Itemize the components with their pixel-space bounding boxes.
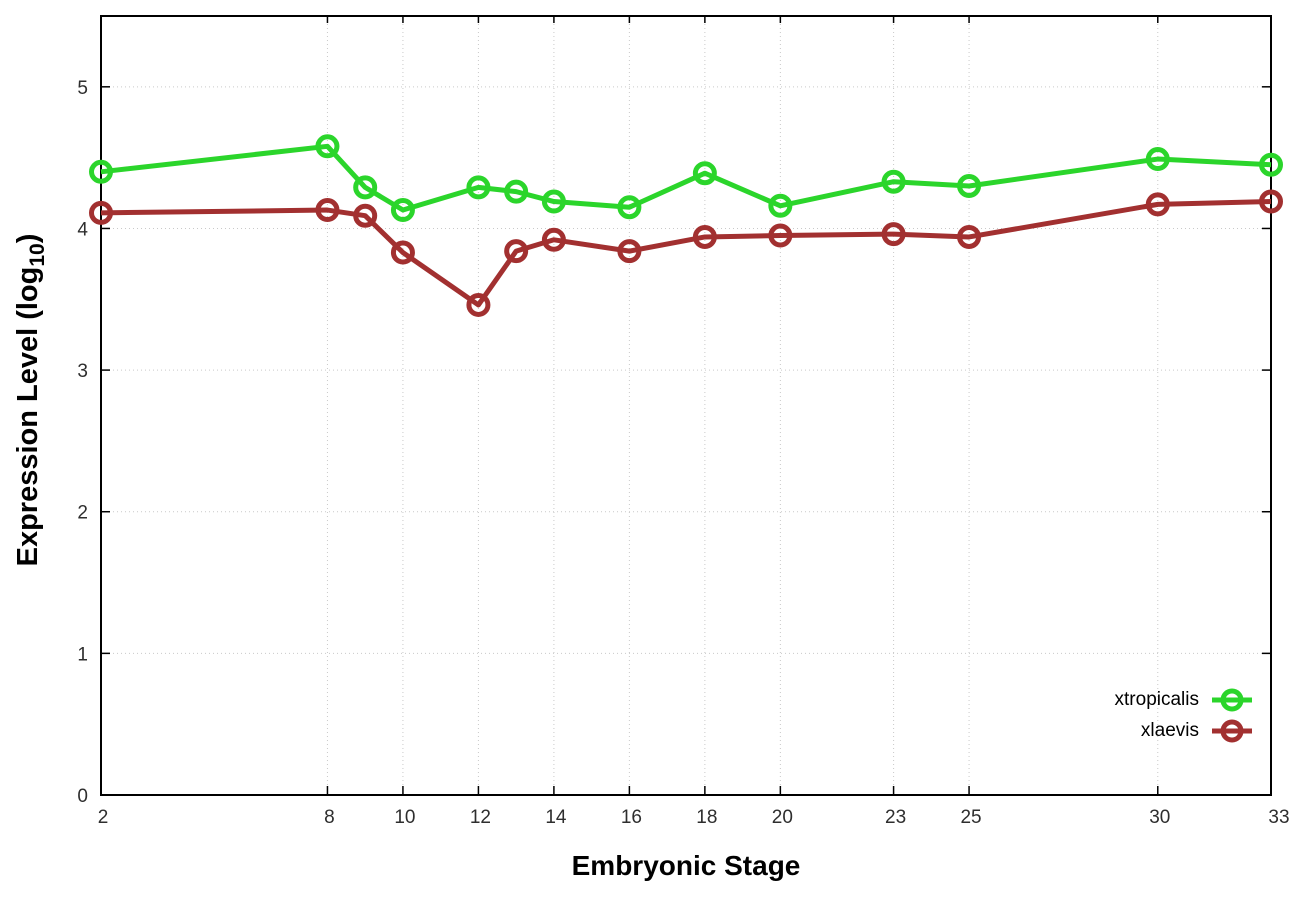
data-point-xtropicalis — [466, 175, 491, 200]
x-tick-label: 20 — [772, 807, 793, 828]
series-line-xlaevis — [100, 199, 1272, 308]
data-point-xtropicalis — [1145, 147, 1170, 172]
x-axis-title: Embryonic Stage — [571, 850, 801, 881]
data-point-xlaevis — [617, 239, 642, 264]
data-point-xlaevis — [89, 200, 113, 225]
legend-marker-xlaevis — [1212, 719, 1252, 742]
data-point-xlaevis — [466, 292, 491, 317]
data-point-xtropicalis — [617, 195, 642, 220]
x-tick-label: 12 — [470, 807, 491, 828]
x-tick-label: 10 — [394, 807, 415, 828]
data-point-xtropicalis — [504, 179, 529, 204]
data-point-xtropicalis — [881, 169, 906, 194]
x-tick-label: 16 — [621, 807, 642, 828]
y-tick-label: 2 — [77, 503, 88, 524]
legend-label-xtropicalis: xtropicalis — [1114, 688, 1199, 710]
data-point-xtropicalis — [1259, 152, 1283, 177]
y-tick-label: 4 — [77, 219, 88, 240]
legend-circle-sample — [1220, 688, 1244, 711]
x-tick-label: 18 — [696, 807, 717, 828]
y-tick-label: 1 — [77, 644, 88, 665]
legend-label-xlaevis: xlaevis — [1140, 719, 1199, 741]
data-point-xlaevis — [881, 222, 906, 247]
x-tick-label: 25 — [960, 807, 981, 828]
legend-entry-xlaevis: xlaevis — [1141, 715, 1255, 746]
x-tick-label: 23 — [885, 807, 906, 828]
data-point-xlaevis — [768, 223, 793, 248]
data-point-xtropicalis — [692, 161, 717, 186]
data-point-xlaevis — [504, 239, 529, 264]
legend-entry-xtropicalis: xtropicalis — [1115, 684, 1255, 715]
y-axis-title-sub: 10 — [25, 243, 49, 267]
data-point-xtropicalis — [768, 193, 793, 218]
data-point-xtropicalis — [541, 189, 566, 214]
data-point-xtropicalis — [390, 198, 415, 223]
data-point-xlaevis — [390, 240, 415, 265]
data-point-xlaevis — [353, 203, 378, 228]
data-point-xlaevis — [541, 227, 566, 252]
legend-marker-xtropicalis — [1212, 688, 1252, 711]
y-axis-title-main: Expression Level (log — [12, 266, 45, 567]
plot-border — [100, 15, 1272, 796]
legend: xtropicalis xlaevis — [1115, 684, 1255, 746]
data-point-xlaevis — [692, 224, 717, 249]
data-point-xlaevis — [1259, 189, 1283, 214]
x-tick-label: 30 — [1149, 807, 1170, 828]
y-tick-label: 5 — [77, 78, 88, 99]
y-axis-title: Expression Level (log10) — [12, 234, 50, 567]
data-point-xlaevis — [315, 198, 340, 223]
x-tick-label: 33 — [1268, 807, 1289, 828]
x-tick-label: 2 — [98, 807, 109, 828]
x-tick-label: 8 — [324, 807, 335, 828]
y-tick-label: 0 — [77, 786, 88, 807]
data-point-xtropicalis — [957, 173, 982, 198]
legend-circle-sample — [1220, 719, 1244, 742]
data-point-xtropicalis — [353, 175, 378, 200]
data-point-xtropicalis — [89, 159, 113, 184]
data-point-xtropicalis — [315, 134, 340, 159]
y-tick-label: 3 — [77, 361, 88, 382]
y-axis-title-suffix: ) — [12, 233, 45, 244]
data-point-xlaevis — [1145, 192, 1170, 217]
x-tick-label: 14 — [545, 807, 567, 828]
data-point-xlaevis — [957, 224, 982, 249]
series-line-xtropicalis — [100, 143, 1272, 213]
